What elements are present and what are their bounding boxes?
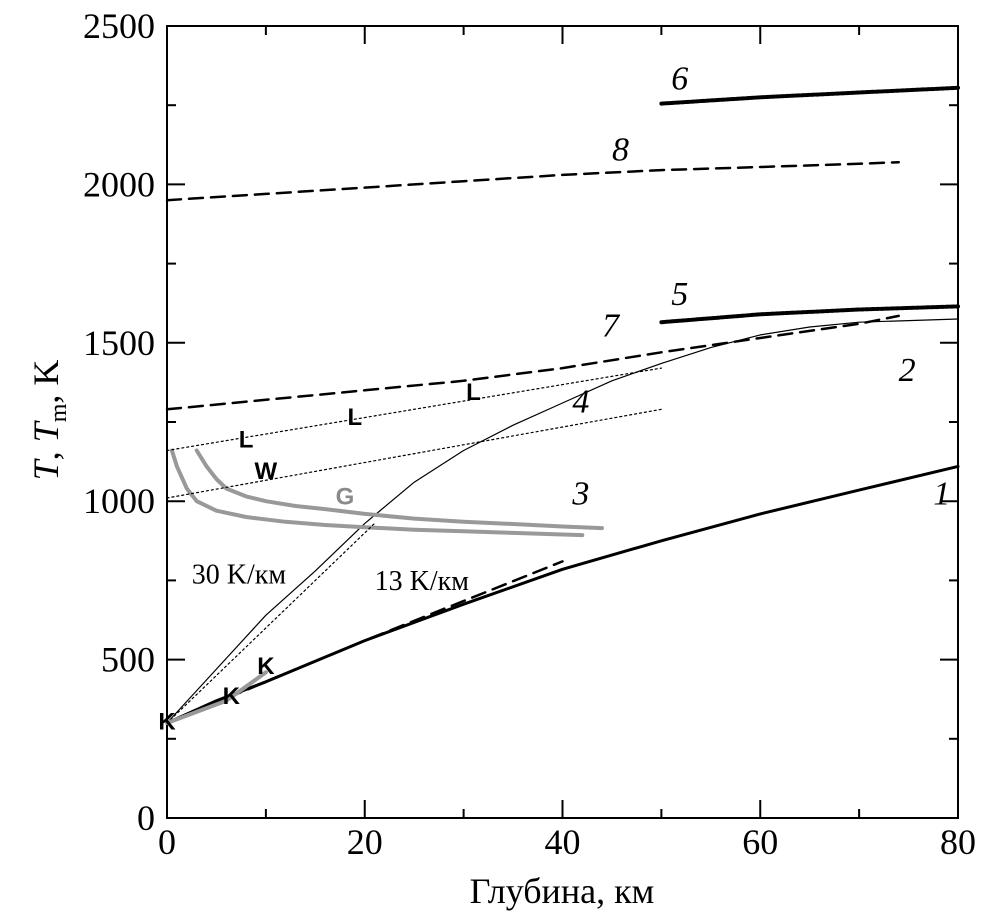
gradient-label: 30 K/км bbox=[192, 560, 287, 591]
y-axis-title: T, Tm, K bbox=[26, 360, 72, 481]
curve-label: 5 bbox=[671, 276, 688, 313]
series-line bbox=[165, 160, 900, 202]
y-tick-label: 1000 bbox=[83, 481, 155, 521]
x-tick-label: 80 bbox=[940, 822, 976, 862]
series-line bbox=[659, 85, 960, 106]
x-axis-title: Глубина, км bbox=[470, 871, 655, 911]
series-line bbox=[659, 304, 960, 325]
gradient-label: 13 K/км bbox=[375, 566, 470, 597]
point-marker: K bbox=[223, 683, 241, 710]
series-line bbox=[166, 522, 376, 724]
y-tick-label: 0 bbox=[137, 798, 155, 838]
y-tick-label: 2000 bbox=[83, 164, 155, 204]
y-axis-title-subscript: m bbox=[46, 403, 72, 422]
plot-border bbox=[166, 25, 959, 819]
series-line bbox=[166, 318, 959, 724]
point-marker: K bbox=[158, 708, 176, 735]
series-line bbox=[165, 670, 268, 725]
point-marker: L bbox=[348, 404, 363, 431]
point-marker: W bbox=[255, 458, 278, 485]
y-axis-title-symbol-m: T bbox=[26, 419, 66, 442]
series-line bbox=[166, 367, 663, 452]
axis-ticks: 0 20 40 60 80 0 500 1000 1500 2000 2500 bbox=[83, 6, 976, 862]
y-axis-title-symbol: T bbox=[26, 457, 66, 480]
series-group bbox=[165, 85, 960, 725]
y-tick-label: 2500 bbox=[83, 6, 155, 46]
curve-label: 6 bbox=[671, 60, 688, 97]
y-tick-label: 500 bbox=[101, 640, 155, 680]
curve-label: 8 bbox=[612, 132, 629, 169]
curve-label: 1 bbox=[933, 475, 950, 512]
x-tick-label: 40 bbox=[545, 822, 581, 862]
point-marker: L bbox=[466, 379, 481, 406]
curve-label: 3 bbox=[571, 475, 589, 512]
series-line bbox=[194, 448, 604, 531]
y-axis-title-unit: , K bbox=[26, 360, 66, 404]
curve-label: 2 bbox=[899, 352, 916, 389]
plot-frame bbox=[166, 25, 959, 819]
y-tick-label: 1500 bbox=[83, 323, 155, 363]
point-marker: K bbox=[257, 653, 275, 680]
y-axis-title-sep: , bbox=[26, 442, 66, 460]
series-line bbox=[169, 448, 585, 538]
x-tick-label: 0 bbox=[158, 822, 176, 862]
x-tick-label: 20 bbox=[347, 822, 383, 862]
point-marker: G bbox=[336, 483, 355, 510]
curve-label: 4 bbox=[572, 383, 589, 420]
series-line bbox=[165, 314, 900, 411]
curve-label: 7 bbox=[602, 307, 621, 344]
x-tick-label: 60 bbox=[742, 822, 778, 862]
point-marker: L bbox=[239, 426, 254, 453]
series-line bbox=[166, 408, 663, 499]
